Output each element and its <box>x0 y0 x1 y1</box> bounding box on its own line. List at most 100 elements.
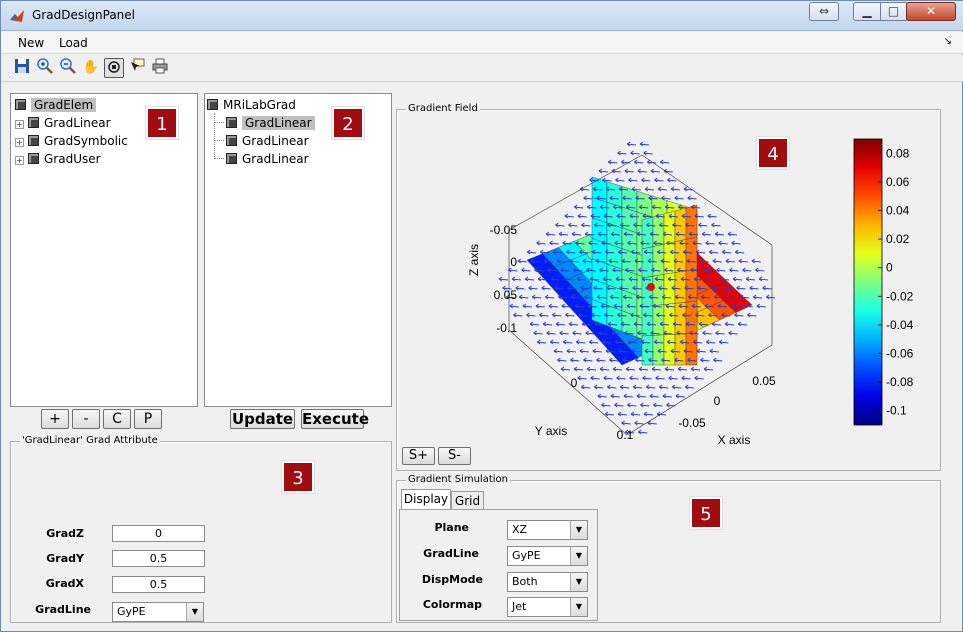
menu-new[interactable]: New <box>18 36 45 50</box>
field-arrow <box>702 330 712 336</box>
menu-overflow-icon[interactable]: ↘ <box>943 36 952 47</box>
field-arrow <box>739 294 750 300</box>
badge-5: 5 <box>689 496 723 530</box>
field-arrow <box>614 339 625 345</box>
grad-element-tree[interactable]: GradElem + GradLinear + GradSymbolic + Grad… <box>10 93 198 407</box>
tab-grid[interactable]: Grid <box>451 491 484 510</box>
field-arrow <box>596 294 607 300</box>
field-arrow <box>684 285 694 291</box>
field-arrow <box>581 222 591 228</box>
scale-up-button[interactable]: S+ <box>402 447 435 465</box>
mrilab-grad-tree[interactable]: MRiLabGrad GradLinear GradLinear GradLin… <box>204 93 392 407</box>
field-arrow <box>622 294 633 300</box>
rotate-icon[interactable] <box>104 58 124 78</box>
field-arrow <box>624 330 634 336</box>
field-arrow <box>582 258 592 264</box>
execute-button[interactable]: Execute <box>301 409 370 429</box>
data-cursor-icon[interactable] <box>127 58 147 78</box>
minimize-button[interactable]: ▁ <box>853 2 881 21</box>
print-icon[interactable] <box>150 58 170 78</box>
tree-item-gradlinear-1[interactable]: GradLinear <box>226 115 315 131</box>
copy-node-button[interactable]: C <box>103 409 131 429</box>
field-arrow <box>617 411 628 417</box>
paste-node-button[interactable]: P <box>134 409 162 429</box>
field-arrow <box>743 303 753 309</box>
field-arrow <box>625 267 635 273</box>
remove-node-button[interactable]: - <box>72 409 100 429</box>
gradient-field-plot[interactable]: -0.05 0 0.05 -0.1 Z axis 0 0.1 Y axis 0.05 0 -0.05… <box>397 115 940 469</box>
add-node-button[interactable]: + <box>41 409 69 429</box>
colormap-dropdown[interactable]: Jet ▼ <box>507 597 588 617</box>
field-arrow <box>705 339 716 345</box>
field-arrow <box>694 375 704 381</box>
tree-item-gradsymbolic[interactable]: + GradSymbolic <box>15 134 128 148</box>
gradz-field[interactable]: 0 <box>112 525 205 542</box>
field-arrow <box>553 348 563 354</box>
update-button[interactable]: Update <box>230 409 295 429</box>
expand-icon[interactable]: + <box>15 138 24 147</box>
save-icon[interactable] <box>12 58 32 78</box>
field-arrow <box>640 339 651 345</box>
zoom-in-icon[interactable] <box>35 58 55 78</box>
field-arrow <box>605 348 615 354</box>
field-arrow <box>633 159 644 165</box>
tab-display[interactable]: Display <box>401 489 451 510</box>
field-arrow <box>529 321 540 327</box>
expand-icon[interactable]: + <box>15 156 24 165</box>
resize-button[interactable]: ⇔ <box>809 2 839 21</box>
colorbar-tick: -0.04 <box>886 318 914 332</box>
field-arrow <box>617 249 628 255</box>
field-arrow <box>571 231 582 237</box>
zoom-out-icon[interactable] <box>58 58 78 78</box>
pan-icon[interactable]: ✋ <box>82 60 100 75</box>
gradline-dropdown[interactable]: GyPE ▼ <box>112 602 204 622</box>
field-arrow <box>727 231 738 237</box>
z-tick: -0.1 <box>496 321 517 335</box>
close-button[interactable]: ✕ <box>906 2 956 21</box>
tree-root-gradelem[interactable]: GradElem <box>15 97 97 113</box>
field-arrow <box>670 348 680 354</box>
field-arrow <box>641 177 651 183</box>
field-arrow <box>580 384 591 390</box>
expand-icon[interactable]: + <box>15 120 24 129</box>
grady-field[interactable]: 0.5 <box>112 550 205 567</box>
field-arrow <box>560 267 570 273</box>
chevron-down-icon: ▼ <box>570 521 587 539</box>
field-arrow <box>687 357 697 363</box>
field-arrow <box>535 303 545 309</box>
field-arrow <box>633 321 644 327</box>
field-arrow <box>664 366 675 372</box>
tree-item-gradlinear-3[interactable]: GradLinear <box>226 151 309 167</box>
field-arrow <box>588 240 598 246</box>
field-arrow <box>756 303 766 309</box>
field-arrow <box>622 357 632 363</box>
field-arrow <box>653 339 664 345</box>
field-arrow <box>687 294 698 300</box>
field-arrow <box>654 177 664 183</box>
dispmode-dropdown[interactable]: Both ▼ <box>507 572 588 592</box>
field-arrow <box>707 213 717 219</box>
field-arrow <box>631 348 641 354</box>
colorbar-tick: 0.06 <box>886 175 910 189</box>
gradline-sim-dropdown[interactable]: GyPE ▼ <box>507 546 588 566</box>
tree-item-graduser[interactable]: + GradUser <box>15 152 101 166</box>
field-arrow <box>674 357 684 363</box>
field-arrow <box>734 312 744 318</box>
field-arrow <box>676 330 686 336</box>
field-arrow <box>521 267 531 273</box>
field-arrow <box>726 294 737 300</box>
field-arrow <box>758 276 769 282</box>
menu-load[interactable]: Load <box>59 36 88 50</box>
tree-root-mrilabgrad[interactable]: MRiLabGrad <box>207 97 296 113</box>
field-arrow <box>666 402 676 408</box>
gradx-field[interactable]: 0.5 <box>112 576 205 593</box>
field-arrow <box>747 312 757 318</box>
field-arrow <box>513 312 523 318</box>
tree-item-gradlinear-2[interactable]: GradLinear <box>226 133 309 149</box>
tree-item-gradlinear[interactable]: + GradLinear <box>15 116 111 130</box>
scale-down-button[interactable]: S- <box>438 447 471 465</box>
plane-dropdown[interactable]: XZ ▼ <box>507 520 588 540</box>
field-arrow <box>598 168 608 174</box>
colorbar-tick: -0.08 <box>886 375 914 389</box>
maximize-button[interactable]: □ <box>880 2 907 21</box>
